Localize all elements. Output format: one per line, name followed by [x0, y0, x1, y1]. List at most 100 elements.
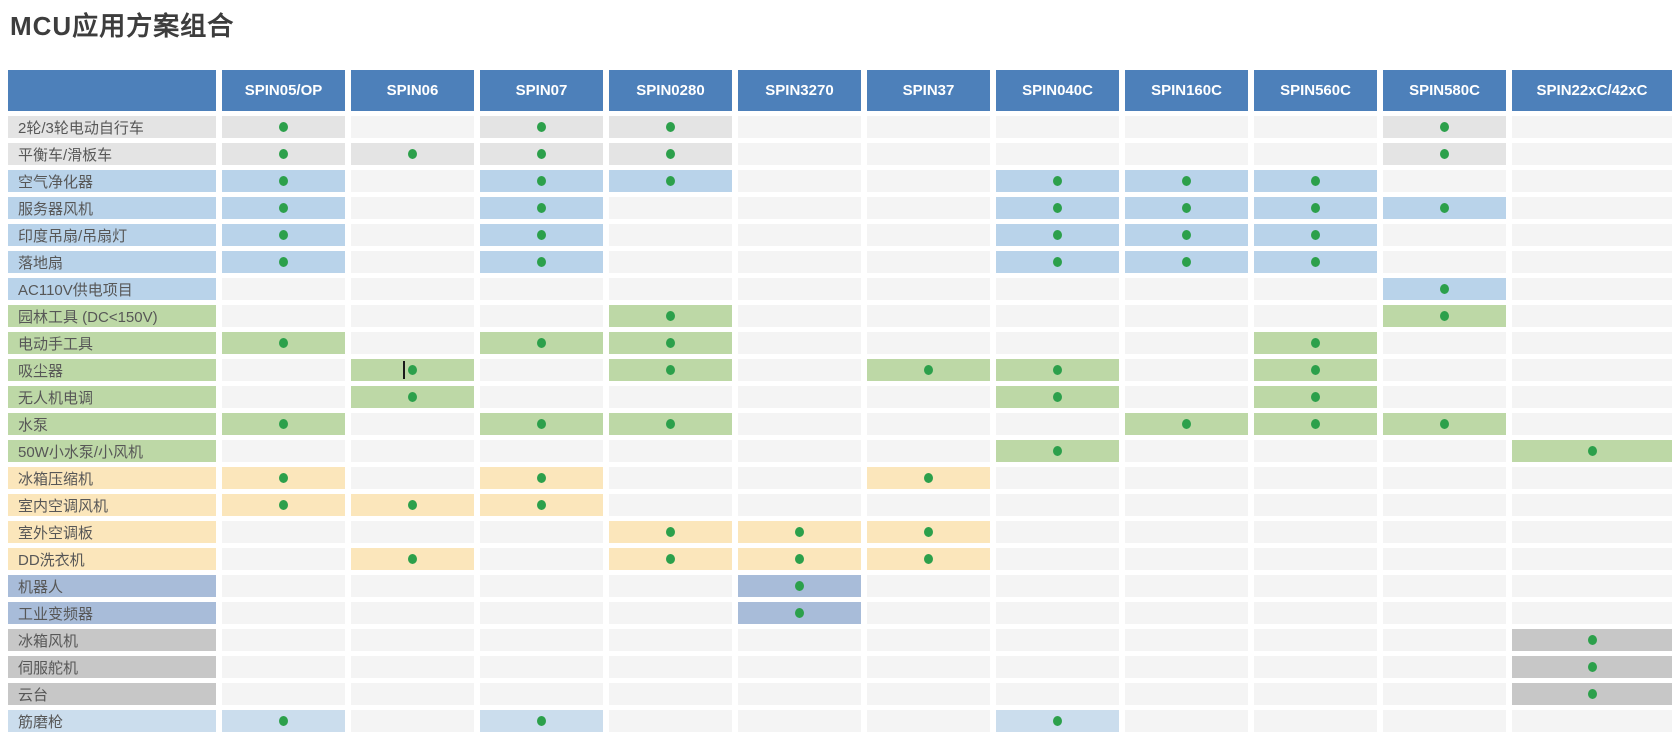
- matrix-cell[interactable]: [609, 386, 732, 408]
- matrix-cell[interactable]: [1254, 251, 1377, 273]
- matrix-cell[interactable]: [1254, 548, 1377, 570]
- matrix-cell[interactable]: [609, 170, 732, 192]
- matrix-cell[interactable]: [996, 683, 1119, 705]
- matrix-cell[interactable]: [609, 467, 732, 489]
- matrix-cell[interactable]: [1512, 386, 1672, 408]
- matrix-cell[interactable]: [1125, 656, 1248, 678]
- matrix-cell[interactable]: [738, 359, 861, 381]
- matrix-cell[interactable]: [738, 116, 861, 138]
- matrix-cell[interactable]: [609, 656, 732, 678]
- matrix-cell[interactable]: [1254, 197, 1377, 219]
- row-label[interactable]: 落地扇: [8, 251, 216, 273]
- matrix-cell[interactable]: [351, 413, 474, 435]
- matrix-cell[interactable]: [1125, 683, 1248, 705]
- matrix-cell[interactable]: [1125, 710, 1248, 732]
- matrix-cell[interactable]: [996, 629, 1119, 651]
- matrix-cell[interactable]: [609, 602, 732, 624]
- matrix-cell[interactable]: [738, 224, 861, 246]
- matrix-cell[interactable]: [351, 278, 474, 300]
- matrix-cell[interactable]: [480, 197, 603, 219]
- matrix-cell[interactable]: [867, 440, 990, 462]
- matrix-cell[interactable]: [867, 575, 990, 597]
- matrix-cell[interactable]: [351, 359, 474, 381]
- matrix-cell[interactable]: [1512, 548, 1672, 570]
- matrix-cell[interactable]: [351, 494, 474, 516]
- matrix-cell[interactable]: [867, 305, 990, 327]
- row-label[interactable]: 室内空调风机: [8, 494, 216, 516]
- matrix-cell[interactable]: [867, 143, 990, 165]
- matrix-cell[interactable]: [867, 602, 990, 624]
- matrix-cell[interactable]: [1254, 467, 1377, 489]
- matrix-cell[interactable]: [222, 413, 345, 435]
- matrix-cell[interactable]: [738, 440, 861, 462]
- matrix-cell[interactable]: [1125, 251, 1248, 273]
- matrix-cell[interactable]: [1512, 440, 1672, 462]
- matrix-cell[interactable]: [1383, 602, 1506, 624]
- matrix-cell[interactable]: [480, 305, 603, 327]
- matrix-cell[interactable]: [1383, 683, 1506, 705]
- matrix-cell[interactable]: [738, 710, 861, 732]
- matrix-cell[interactable]: [222, 224, 345, 246]
- matrix-cell[interactable]: [1254, 602, 1377, 624]
- matrix-cell[interactable]: [1254, 494, 1377, 516]
- row-label[interactable]: 冰箱风机: [8, 629, 216, 651]
- matrix-cell[interactable]: [609, 710, 732, 732]
- matrix-cell[interactable]: [1254, 521, 1377, 543]
- matrix-cell[interactable]: [996, 413, 1119, 435]
- matrix-cell[interactable]: [351, 251, 474, 273]
- matrix-cell[interactable]: [867, 683, 990, 705]
- matrix-cell[interactable]: [222, 710, 345, 732]
- matrix-cell[interactable]: [351, 332, 474, 354]
- matrix-cell[interactable]: [996, 575, 1119, 597]
- matrix-cell[interactable]: [222, 278, 345, 300]
- matrix-cell[interactable]: [1383, 629, 1506, 651]
- matrix-cell[interactable]: [222, 548, 345, 570]
- matrix-cell[interactable]: [480, 116, 603, 138]
- matrix-cell[interactable]: [1254, 629, 1377, 651]
- matrix-cell[interactable]: [222, 116, 345, 138]
- column-header[interactable]: SPIN0280: [609, 70, 732, 111]
- matrix-cell[interactable]: [996, 278, 1119, 300]
- matrix-cell[interactable]: [1512, 116, 1672, 138]
- matrix-cell[interactable]: [609, 521, 732, 543]
- matrix-cell[interactable]: [1125, 197, 1248, 219]
- matrix-cell[interactable]: [1512, 251, 1672, 273]
- matrix-cell[interactable]: [738, 602, 861, 624]
- column-header[interactable]: SPIN040C: [996, 70, 1119, 111]
- matrix-cell[interactable]: [1512, 170, 1672, 192]
- row-label[interactable]: 电动手工具: [8, 332, 216, 354]
- row-label[interactable]: 水泵: [8, 413, 216, 435]
- matrix-cell[interactable]: [351, 143, 474, 165]
- matrix-cell[interactable]: [996, 143, 1119, 165]
- matrix-cell[interactable]: [996, 494, 1119, 516]
- matrix-cell[interactable]: [1512, 332, 1672, 354]
- matrix-cell[interactable]: [1383, 548, 1506, 570]
- matrix-cell[interactable]: [738, 548, 861, 570]
- column-header[interactable]: SPIN560C: [1254, 70, 1377, 111]
- matrix-cell[interactable]: [1125, 116, 1248, 138]
- matrix-cell[interactable]: [1383, 467, 1506, 489]
- matrix-cell[interactable]: [1512, 224, 1672, 246]
- matrix-cell[interactable]: [1125, 359, 1248, 381]
- matrix-cell[interactable]: [609, 332, 732, 354]
- matrix-cell[interactable]: [738, 656, 861, 678]
- matrix-cell[interactable]: [1254, 224, 1377, 246]
- matrix-cell[interactable]: [609, 548, 732, 570]
- matrix-cell[interactable]: [1125, 413, 1248, 435]
- matrix-cell[interactable]: [1512, 575, 1672, 597]
- matrix-cell[interactable]: [480, 278, 603, 300]
- matrix-cell[interactable]: [609, 413, 732, 435]
- matrix-cell[interactable]: [1512, 278, 1672, 300]
- matrix-cell[interactable]: [609, 251, 732, 273]
- matrix-cell[interactable]: [1383, 278, 1506, 300]
- column-header[interactable]: SPIN37: [867, 70, 990, 111]
- matrix-cell[interactable]: [609, 440, 732, 462]
- matrix-cell[interactable]: [867, 413, 990, 435]
- matrix-cell[interactable]: [1383, 143, 1506, 165]
- matrix-cell[interactable]: [1383, 224, 1506, 246]
- matrix-cell[interactable]: [480, 602, 603, 624]
- matrix-cell[interactable]: [1254, 305, 1377, 327]
- matrix-cell[interactable]: [738, 251, 861, 273]
- matrix-cell[interactable]: [1512, 467, 1672, 489]
- matrix-cell[interactable]: [996, 170, 1119, 192]
